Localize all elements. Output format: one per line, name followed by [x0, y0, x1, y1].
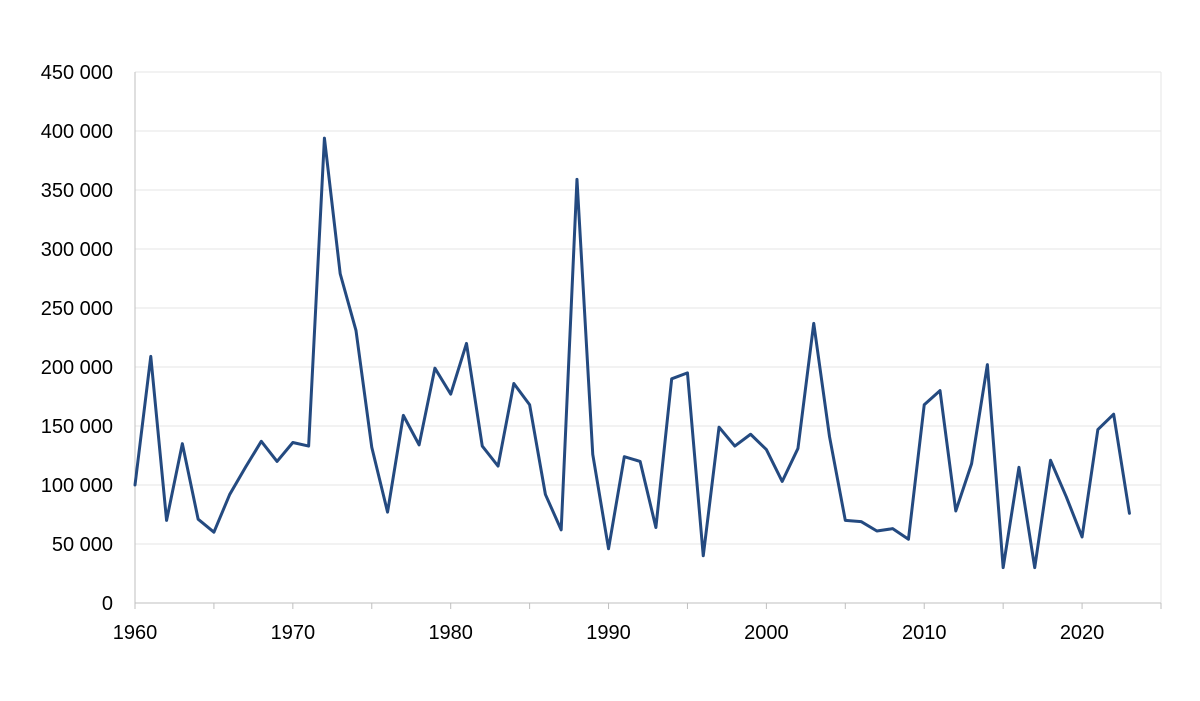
x-tick-label: 1990: [586, 622, 631, 644]
series-line-0: [133, 136, 1131, 570]
y-tick-label: 350 000: [41, 180, 113, 202]
x-tick-label: 1970: [271, 622, 316, 644]
y-tick-label: 200 000: [41, 357, 113, 379]
y-tick-label: 50 000: [52, 534, 113, 556]
x-axis-tick-labels: 1960 1970 1980 1990 2000 2010 2020: [113, 622, 1105, 644]
series-layer: [133, 136, 1131, 570]
gridlines: [135, 71, 1162, 603]
axes: [134, 72, 1162, 609]
x-tick-label: 2010: [902, 622, 947, 644]
y-tick-label: 400 000: [41, 121, 113, 143]
y-tick-label: 0: [102, 593, 113, 615]
y-tick-label: 150 000: [41, 416, 113, 438]
x-tick-label: 1960: [113, 622, 158, 644]
y-tick-label: 100 000: [41, 475, 113, 497]
x-tick-label: 2020: [1060, 622, 1105, 644]
x-tick-label: 2000: [744, 622, 789, 644]
y-tick-label: 300 000: [41, 239, 113, 261]
x-tick-label: 1980: [428, 622, 473, 644]
y-tick-label: 450 000: [41, 62, 113, 84]
y-tick-label: 250 000: [41, 298, 113, 320]
y-axis-tick-labels: 0 50 000 100 000 150 000 200 000 250 000 300 0…: [41, 62, 113, 615]
